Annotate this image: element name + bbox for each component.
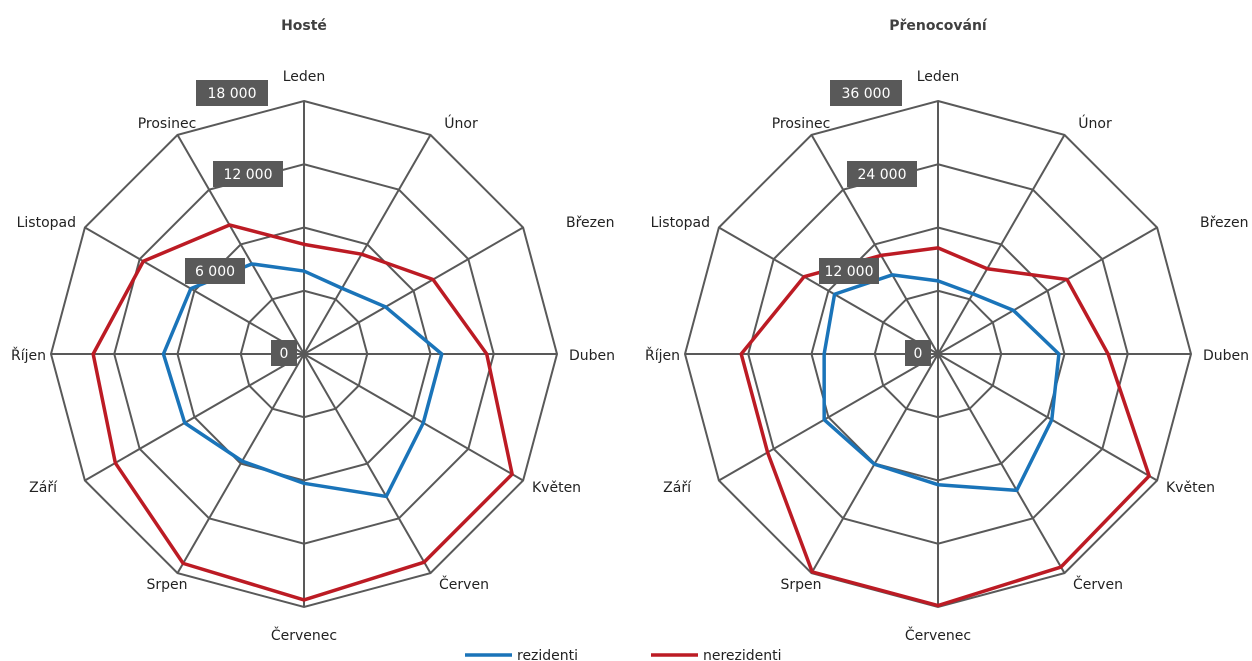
spoke [937,353,1158,482]
axis-label: Únor [444,114,478,132]
tick-label-box [830,80,902,106]
tick-label: 6 000 [195,264,235,280]
spoke [937,353,1066,574]
series-nerezidenti [739,246,1151,608]
axis-label: Leden [917,69,960,85]
spoke [176,353,305,574]
legend-label-rezidenti: rezidenti [517,648,578,661]
legend-label-nerezidenti: nerezidenti [703,648,782,661]
axis-label: Prosinec [772,116,831,132]
tick-label-box [185,258,245,284]
tick-label-box [271,340,297,366]
spoke [303,353,524,482]
axis-label: Prosinec [138,116,197,132]
spoke [303,134,432,355]
spoke [810,134,939,355]
series-rezidenti [161,262,444,499]
axis-label: Červen [1073,575,1123,593]
axis-label: Červenec [271,626,337,644]
axis-label: Listopad [17,215,76,231]
axis-label: Srpen [780,577,821,593]
spoke [718,226,939,355]
axis-label: Listopad [651,215,710,231]
tick-label: 0 [914,346,923,362]
tick-label-box [847,161,917,187]
spoke [937,134,1066,355]
axis-label: Leden [283,69,326,85]
tick-label: 12 000 [825,264,874,280]
spoke [176,134,305,355]
spoke [303,226,524,355]
axis-label: Červen [439,575,489,593]
axis-label: Duben [1203,348,1249,364]
axis-label: Září [663,480,692,496]
series-nerezidenti [91,223,514,602]
tick-label: 36 000 [842,86,891,102]
chart-title: Přenocování [889,18,988,34]
radar-chart-prenocovani: Přenocování Leden Únor Březen Duben Květen Čer… [645,18,1249,644]
axis-label: Květen [532,480,581,496]
tick-label: 0 [280,346,289,362]
axis-label: Květen [1166,480,1215,496]
tick-label-box [819,258,879,284]
chart-title: Hosté [281,18,327,34]
axis-label: Říjen [11,347,46,364]
spoke [84,226,305,355]
tick-label: 12 000 [224,167,273,183]
radar-chart-hoste: Hosté Leden Únor Březen Duben Květen Červen Čer… [11,18,615,644]
tick-label-box [196,80,268,106]
axis-label: Březen [1200,215,1249,231]
spoke [718,353,939,482]
tick-label: 24 000 [858,167,907,183]
spoke [303,353,432,574]
tick-label: 18 000 [208,86,257,102]
axis-label: Říjen [645,347,680,364]
axis-label: Únor [1078,114,1112,132]
axis-label: Červenec [905,626,971,644]
axis-label: Srpen [146,577,187,593]
axis-label: Září [29,480,58,496]
axis-label: Duben [569,348,615,364]
axis-label: Březen [566,215,615,231]
spoke [937,226,1158,355]
spoke [84,353,305,482]
series-rezidenti [822,273,1061,493]
tick-label-box [905,340,931,366]
tick-label-box [213,161,283,187]
legend: rezidenti nerezidenti [465,648,782,661]
